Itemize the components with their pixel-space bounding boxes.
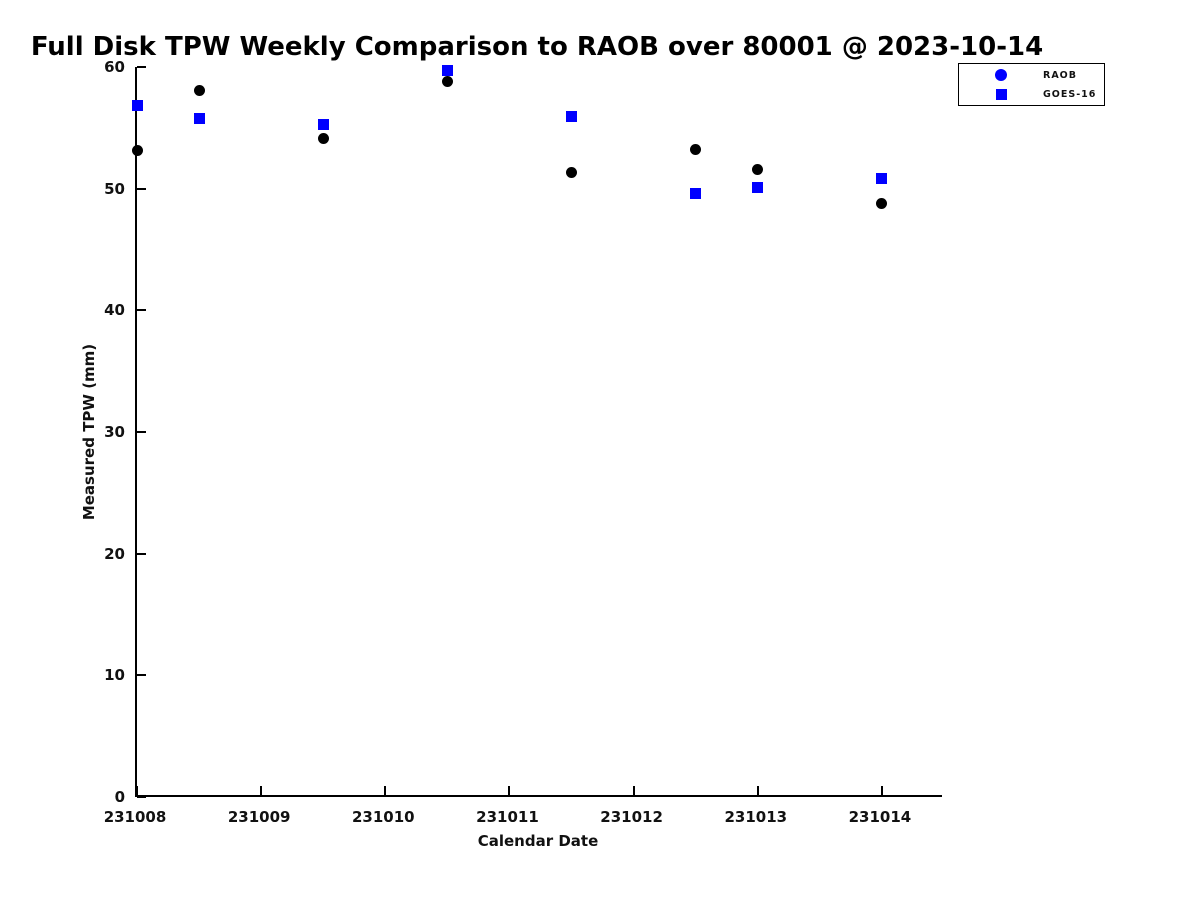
legend-label: RAOB bbox=[1043, 69, 1077, 81]
legend-label: GOES-16 bbox=[1043, 88, 1097, 100]
x-tick bbox=[136, 786, 138, 795]
y-tick bbox=[137, 187, 146, 190]
y-tick-label: 40 bbox=[104, 301, 125, 320]
y-tick bbox=[137, 552, 146, 555]
data-point-raob bbox=[131, 145, 143, 157]
data-point-raob bbox=[752, 163, 764, 175]
data-point-goes16 bbox=[441, 65, 453, 77]
data-point-raob bbox=[317, 133, 329, 145]
x-tick-label: 231008 bbox=[103, 808, 167, 826]
data-point-goes16 bbox=[876, 173, 888, 185]
x-tick bbox=[756, 786, 759, 795]
x-tick bbox=[384, 786, 387, 795]
y-tick-label: 10 bbox=[104, 666, 125, 685]
x-tick bbox=[632, 786, 635, 795]
legend-marker-cell bbox=[959, 88, 1043, 100]
x-tick-label: 231014 bbox=[848, 808, 912, 826]
y-tick-label: 30 bbox=[104, 423, 125, 441]
data-point-raob bbox=[876, 197, 888, 209]
x-tick-label: 231010 bbox=[351, 808, 415, 826]
x-tick-label: 231011 bbox=[476, 808, 539, 826]
x-tick-label: 231009 bbox=[227, 808, 291, 826]
raob-circle-icon bbox=[995, 69, 1007, 81]
y-tick bbox=[137, 674, 146, 677]
y-tick-label: 50 bbox=[104, 179, 125, 198]
y-tick bbox=[137, 796, 146, 798]
data-point-goes16 bbox=[752, 181, 764, 193]
data-point-raob bbox=[193, 84, 205, 96]
x-tick bbox=[260, 786, 263, 795]
legend-entry-raob: RAOB bbox=[959, 67, 1104, 83]
plot-area bbox=[131, 65, 942, 798]
data-point-raob bbox=[566, 167, 578, 179]
data-point-goes16 bbox=[193, 112, 205, 124]
x-tick bbox=[508, 786, 511, 795]
y-tick bbox=[137, 431, 146, 433]
data-point-raob bbox=[441, 76, 453, 88]
y-tick-label: 0 bbox=[114, 788, 125, 806]
data-point-raob bbox=[690, 144, 702, 156]
y-tick-label: 60 bbox=[104, 58, 125, 76]
legend-entry-goes16: GOES-16 bbox=[959, 86, 1104, 102]
data-point-goes16 bbox=[131, 100, 143, 112]
y-tick bbox=[137, 309, 146, 312]
data-point-goes16 bbox=[566, 111, 578, 123]
x-tick bbox=[880, 786, 883, 795]
legend-marker-cell bbox=[959, 69, 1043, 81]
goes16-square-icon bbox=[995, 88, 1007, 100]
x-tick-label: 231013 bbox=[724, 808, 788, 826]
x-axis-label: Calendar Date bbox=[477, 832, 599, 850]
y-tick bbox=[137, 66, 146, 68]
x-tick-label: 231012 bbox=[600, 808, 663, 826]
legend: RAOB GOES-16 bbox=[958, 63, 1105, 106]
data-point-goes16 bbox=[690, 188, 702, 200]
chart-title: Full Disk TPW Weekly Comparison to RAOB … bbox=[30, 32, 1044, 62]
y-tick-label: 20 bbox=[104, 544, 125, 563]
data-point-goes16 bbox=[317, 118, 329, 130]
